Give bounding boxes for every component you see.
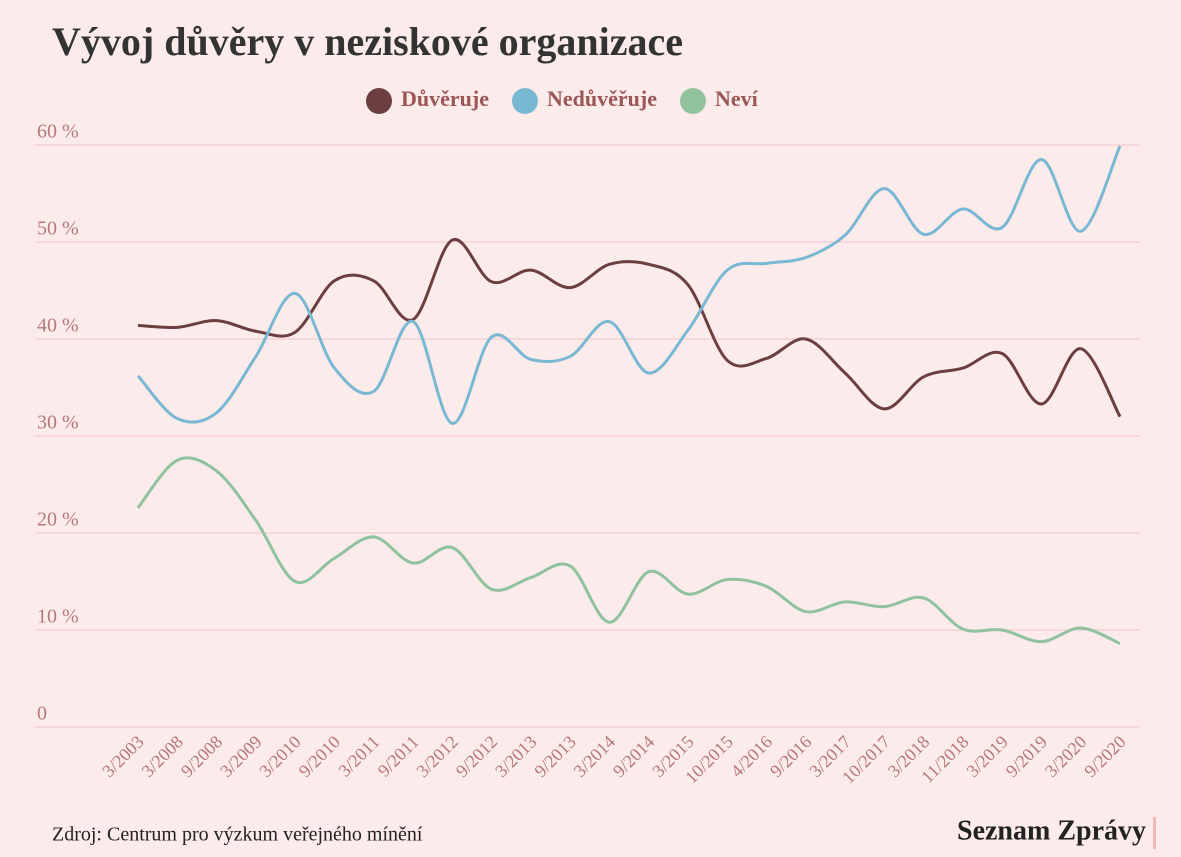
chart-title: Vývoj důvěry v neziskové organizace [52, 19, 683, 64]
y-tick-label: 60 % [37, 121, 79, 143]
y-tick-label: 30 % [37, 412, 79, 434]
line [136, 145, 1122, 425]
line [137, 238, 1122, 418]
legend-label: Neví [715, 86, 759, 111]
legend-swatch [511, 88, 538, 114]
source: Zdroj: Centrum pro výzkum veřejného míně… [52, 824, 423, 846]
y-tick-label: 10 % [37, 606, 79, 628]
y-tick-label: 0 [37, 703, 47, 725]
brand-bar [1153, 817, 1156, 849]
legend-swatch [366, 88, 392, 114]
legend-swatch [679, 88, 706, 114]
line [136, 456, 1121, 645]
y-tick-label: 50 % [37, 218, 79, 240]
y-tick-label: 20 % [37, 509, 79, 531]
legend-label: Nedůvěřuje [547, 86, 657, 111]
y-tick-label: 40 % [37, 315, 79, 337]
legend-label: Důvěruje [401, 86, 489, 111]
brand: Seznam Zprávy [957, 815, 1146, 846]
